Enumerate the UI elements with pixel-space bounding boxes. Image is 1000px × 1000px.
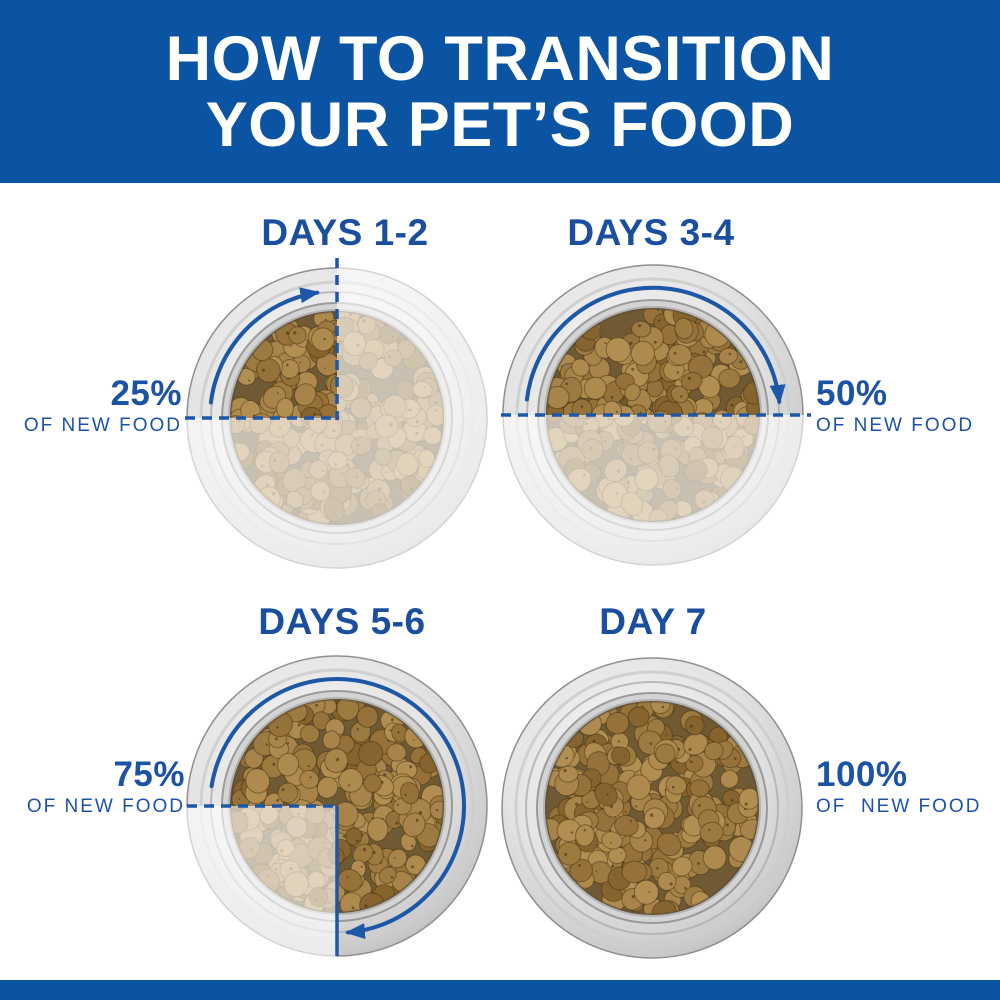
bowl-graphic-days-1-2 bbox=[185, 258, 488, 569]
old-food-overlay bbox=[502, 415, 804, 566]
panel-title-days-5-6: DAYS 5-6 bbox=[258, 601, 426, 642]
progress-arrow bbox=[524, 285, 786, 405]
page-title: HOW TO TRANSITION YOUR PET’S FOOD bbox=[0, 0, 1000, 158]
percent-label-75: 75% OF NEW FOOD bbox=[27, 757, 185, 816]
bowl-inner-shadow bbox=[543, 699, 761, 917]
percent-value: 100% bbox=[816, 755, 908, 794]
percent-caption: OF NEW FOOD bbox=[816, 796, 982, 817]
guide-lines bbox=[187, 804, 339, 956]
panel-title-days-3-4: DAYS 3-4 bbox=[567, 212, 735, 253]
percent-caption: OF NEW FOOD bbox=[26, 796, 185, 817]
percent-caption: OF NEW FOOD bbox=[816, 415, 975, 436]
progress-arrow bbox=[208, 287, 321, 405]
bowl-graphic-days-3-4 bbox=[501, 264, 811, 566]
percent-label-25: 25% OF NEW FOOD bbox=[24, 376, 182, 435]
guide-lines bbox=[185, 258, 339, 420]
progress-arrow bbox=[209, 677, 467, 939]
panel-title-days-1-2: DAYS 1-2 bbox=[261, 212, 429, 253]
percent-caption: OF NEW FOOD bbox=[23, 415, 182, 436]
bowl-graphic-day-7 bbox=[501, 657, 803, 959]
percent-value: 75% bbox=[113, 755, 185, 794]
header-banner: HOW TO TRANSITION YOUR PET’S FOOD bbox=[0, 0, 1000, 183]
percent-value: 50% bbox=[816, 374, 888, 413]
old-food-overlay bbox=[186, 806, 337, 957]
percent-label-100: 100% OF NEW FOOD bbox=[816, 757, 981, 816]
panel-title-day-7: DAY 7 bbox=[599, 601, 707, 642]
percent-label-50: 50% OF NEW FOOD bbox=[816, 376, 974, 435]
bowl-graphic-days-5-6 bbox=[186, 655, 488, 957]
page-title-line2: YOUR PET’S FOOD bbox=[205, 90, 795, 161]
percent-value: 25% bbox=[110, 374, 182, 413]
page-title-line1: HOW TO TRANSITION bbox=[165, 24, 835, 94]
footer-bar bbox=[0, 980, 1000, 1000]
